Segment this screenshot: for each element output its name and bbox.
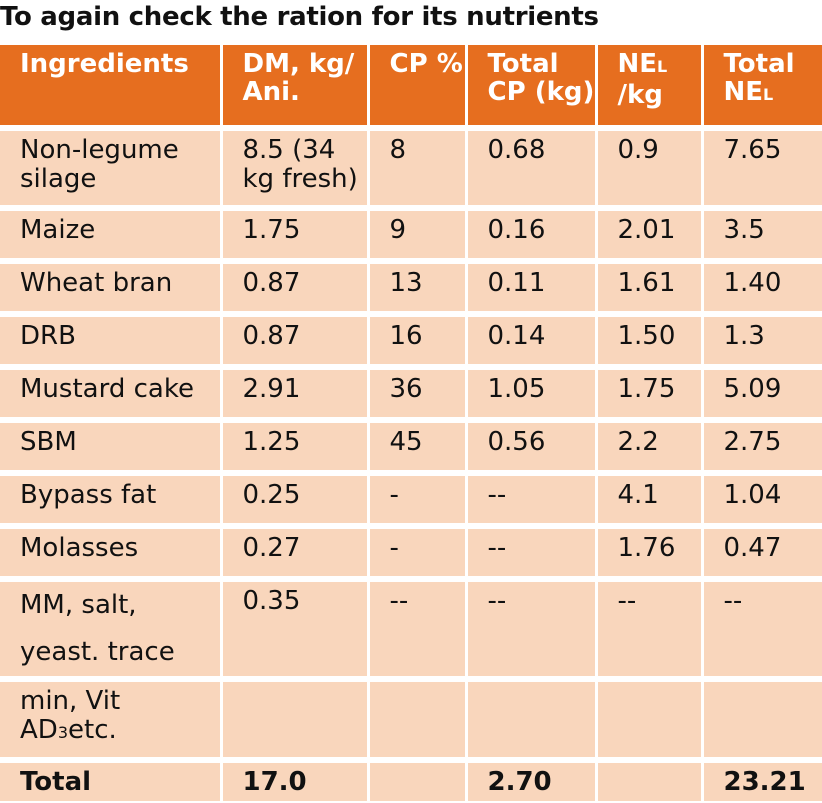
- header-total-nel: Total NEL: [702, 45, 822, 131]
- cell-total-cp: --: [466, 473, 598, 529]
- cell-dm: 0.25: [221, 473, 370, 529]
- table-row: SBM 1.25 45 0.56 2.2 2.75: [0, 420, 822, 476]
- cell-total-nel: 2.75: [702, 420, 822, 476]
- header-total-cp: Total CP (kg): [466, 45, 598, 131]
- table-row: Maize 1.75 9 0.16 2.01 3.5: [0, 208, 822, 264]
- cell-nel-per-kg: 1.61: [596, 261, 704, 317]
- table-row: Wheat bran 0.87 13 0.11 1.61 1.40: [0, 261, 822, 317]
- cell-dm: 0.27: [221, 526, 370, 582]
- cell-cp-pct: 16: [368, 314, 468, 370]
- cell-total-cp: 0.56: [466, 420, 598, 476]
- cell-cp-pct: -: [368, 473, 468, 529]
- cell-dm: 1.25: [221, 420, 370, 476]
- cell-total-nel: 3.5: [702, 208, 822, 264]
- cell-dm: 2.91: [221, 367, 370, 423]
- cell-ingredient: SBM: [0, 420, 223, 476]
- cell-empty: [702, 679, 822, 763]
- cell-empty: [368, 679, 468, 763]
- cell-cp-pct: --: [368, 579, 468, 682]
- cell-nel-per-kg: 1.75: [596, 367, 704, 423]
- cell-ingredient: Maize: [0, 208, 223, 264]
- cell-dm: 0.87: [221, 261, 370, 317]
- cell-empty: [596, 679, 704, 763]
- cell-ingredient: Mustard cake: [0, 367, 223, 423]
- cell-total-cp: --: [466, 579, 598, 682]
- table-row: DRB 0.87 16 0.14 1.50 1.3: [0, 314, 822, 370]
- cell-cp-pct: -: [368, 526, 468, 582]
- cell-empty: [221, 679, 370, 763]
- cell-ingredient: Non-legume silage: [0, 128, 223, 211]
- cell-cp-pct: 13: [368, 261, 468, 317]
- table-row: Bypass fat 0.25 - -- 4.1 1.04: [0, 473, 822, 529]
- header-row: Ingredients DM, kg/ Ani. CP % Total CP (…: [0, 45, 822, 131]
- table-row: MM, salt, yeast. trace 0.35 -- -- -- --: [0, 579, 822, 682]
- cell-ingredient: min, Vit AD3etc.: [0, 679, 223, 763]
- cell-cp-pct: 45: [368, 420, 468, 476]
- cell-dm: 1.75: [221, 208, 370, 264]
- cell-dm: 8.5 (34 kg fresh): [221, 128, 370, 211]
- table-row: min, Vit AD3etc.: [0, 679, 822, 763]
- cell-cp-pct: 8: [368, 128, 468, 211]
- cell-total-cp: 1.05: [466, 367, 598, 423]
- cell-total-cp: 0.11: [466, 261, 598, 317]
- table-row: Mustard cake 2.91 36 1.05 1.75 5.09: [0, 367, 822, 423]
- total-cp-pct: [368, 760, 468, 801]
- cell-total-nel: 5.09: [702, 367, 822, 423]
- cell-total-nel: 7.65: [702, 128, 822, 211]
- header-cp-pct: CP %: [368, 45, 468, 131]
- cell-nel-per-kg: 4.1: [596, 473, 704, 529]
- cell-total-cp: 0.16: [466, 208, 598, 264]
- cell-nel-per-kg: 2.01: [596, 208, 704, 264]
- total-dm: 17.0: [221, 760, 370, 801]
- cell-total-cp: 0.14: [466, 314, 598, 370]
- table-row: Non-legume silage 8.5 (34 kg fresh) 8 0.…: [0, 128, 822, 211]
- total-total-nel: 23.21: [702, 760, 822, 801]
- header-nel-per-kg: NEL /kg: [596, 45, 704, 131]
- cell-total-cp: 0.68: [466, 128, 598, 211]
- cell-ingredient: Wheat bran: [0, 261, 223, 317]
- cell-cp-pct: 9: [368, 208, 468, 264]
- header-dm: DM, kg/ Ani.: [221, 45, 370, 131]
- cell-nel-per-kg: 0.9: [596, 128, 704, 211]
- total-row: Total 17.0 2.70 23.21: [0, 760, 822, 801]
- header-ingredients: Ingredients: [0, 45, 223, 131]
- total-total-cp: 2.70: [466, 760, 598, 801]
- cell-total-nel: 0.47: [702, 526, 822, 582]
- cell-nel-per-kg: 1.50: [596, 314, 704, 370]
- cell-total-nel: 1.04: [702, 473, 822, 529]
- ration-table: Ingredients DM, kg/ Ani. CP % Total CP (…: [0, 45, 822, 801]
- cell-total-nel: 1.3: [702, 314, 822, 370]
- cell-dm: 0.87: [221, 314, 370, 370]
- cell-cp-pct: 36: [368, 367, 468, 423]
- cell-ingredient: DRB: [0, 314, 223, 370]
- total-nel-per-kg: [596, 760, 704, 801]
- total-label: Total: [0, 760, 223, 801]
- cell-nel-per-kg: 2.2: [596, 420, 704, 476]
- cell-ingredient: MM, salt, yeast. trace: [0, 579, 223, 682]
- cell-nel-per-kg: 1.76: [596, 526, 704, 582]
- cell-total-nel: --: [702, 579, 822, 682]
- cell-ingredient: Molasses: [0, 526, 223, 582]
- cell-empty: [466, 679, 598, 763]
- cell-ingredient: Bypass fat: [0, 473, 223, 529]
- table-row: Molasses 0.27 - -- 1.76 0.47: [0, 526, 822, 582]
- cell-nel-per-kg: --: [596, 579, 704, 682]
- cell-total-nel: 1.40: [702, 261, 822, 317]
- page-title: To again check the ration for its nutrie…: [0, 2, 599, 32]
- cell-dm: 0.35: [221, 579, 370, 682]
- cell-total-cp: --: [466, 526, 598, 582]
